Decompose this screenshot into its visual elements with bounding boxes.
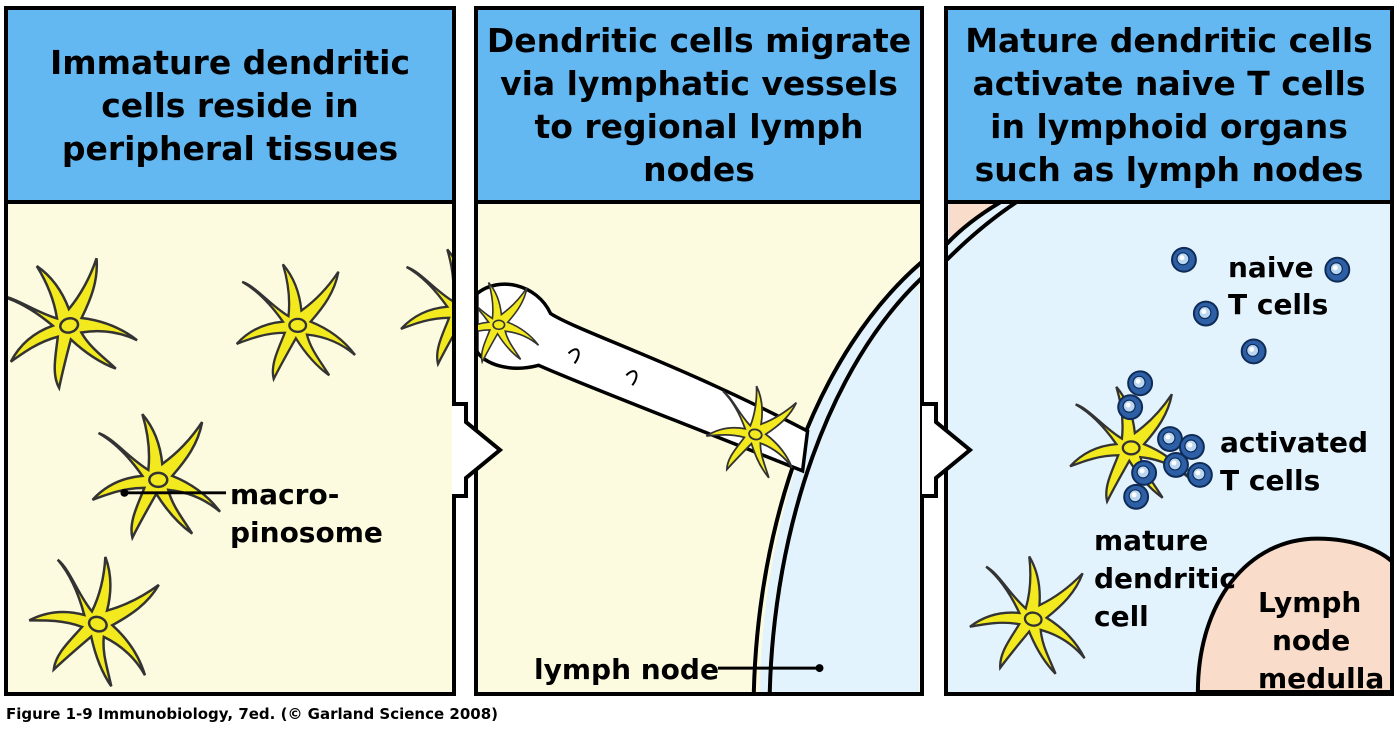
medulla-label-line3: medulla bbox=[1258, 662, 1385, 695]
macropinosome-label-line2: pinosome bbox=[230, 516, 383, 549]
step-arrow-1 bbox=[452, 402, 504, 498]
peripheral-tissue-area: macro- pinosome bbox=[8, 204, 452, 692]
activated-t-cell bbox=[1127, 370, 1154, 397]
panel-title: Mature dendritic cells activate naive T … bbox=[965, 21, 1373, 189]
immature-dendritic-cell bbox=[8, 244, 146, 400]
tissue-illustration bbox=[8, 244, 452, 692]
panel-header: Dendritic cells migrate via lymphatic ve… bbox=[478, 10, 920, 204]
vessel-valve bbox=[625, 370, 638, 386]
migrating-dendritic-cell bbox=[399, 248, 452, 366]
figure-caption: Figure 1-9 Immunobiology, 7ed. (© Garlan… bbox=[6, 705, 498, 723]
panel-lymphoid-organ: Mature dendritic cells activate naive T … bbox=[944, 6, 1394, 696]
naive-t-cell bbox=[1170, 246, 1197, 273]
vessel-valve bbox=[567, 348, 580, 364]
panel-header: Immature dendritic cells reside in perip… bbox=[8, 10, 452, 204]
activation-illustration bbox=[948, 204, 1390, 692]
medulla-label-line1: Lymph bbox=[1258, 586, 1362, 619]
activated-t-cell bbox=[1186, 461, 1213, 488]
lymphatic-vessel bbox=[478, 282, 810, 474]
lymph-node-region bbox=[759, 263, 920, 692]
lymph-node-inner-boundary bbox=[948, 204, 1018, 262]
right-arrow-icon bbox=[452, 402, 504, 498]
activated-t-cells-label-line2: T cells bbox=[1220, 464, 1321, 497]
naive-t-cell bbox=[1192, 300, 1219, 327]
activated-t-cell bbox=[1157, 426, 1183, 452]
naive-t-cell bbox=[1240, 338, 1267, 365]
mature-dendritic-cell-label-line3: cell bbox=[1094, 600, 1149, 633]
immature-dendritic-cell bbox=[91, 412, 222, 539]
migration-illustration bbox=[478, 260, 920, 692]
step-arrow-2 bbox=[922, 402, 974, 498]
medulla-label-line2: node bbox=[1272, 624, 1351, 657]
panel-title: Dendritic cells migrate via lymphatic ve… bbox=[486, 21, 912, 189]
activated-t-cell bbox=[1131, 459, 1158, 486]
panel-header: Mature dendritic cells activate naive T … bbox=[948, 10, 1390, 204]
activated-t-cell bbox=[1163, 451, 1189, 478]
lymph-node-outer-boundary bbox=[948, 204, 1002, 246]
tissue-corner bbox=[948, 204, 999, 242]
lymph-node-interior: naive T cells activated T cells mature d… bbox=[948, 204, 1390, 692]
mature-dendritic-cell bbox=[962, 547, 1102, 684]
activated-t-cell bbox=[1117, 394, 1144, 421]
panel-title: Immature dendritic cells reside in perip… bbox=[49, 42, 411, 168]
mature-dendritic-cell-label-line1: mature bbox=[1094, 524, 1209, 557]
lymph-node-dot bbox=[815, 664, 824, 673]
immature-dendritic-cell bbox=[235, 263, 357, 381]
naive-t-cell bbox=[1324, 256, 1351, 283]
right-arrow-icon bbox=[922, 402, 974, 498]
macropinosome-label-line1: macro- bbox=[230, 478, 340, 511]
lymph-node-inner-boundary bbox=[767, 276, 920, 692]
naive-t-cells-label-line1: naive bbox=[1228, 251, 1314, 284]
immature-dendritic-cell bbox=[15, 538, 180, 692]
naive-t-cells-label-line2: T cells bbox=[1228, 288, 1329, 321]
panel-lymphatic-migration: Dendritic cells migrate via lymphatic ve… bbox=[474, 6, 924, 696]
migration-area: lymph node bbox=[478, 204, 920, 692]
panel-peripheral-tissue: Immature dendritic cells reside in perip… bbox=[4, 6, 456, 696]
mature-dendritic-cell-label-line2: dendritic bbox=[1094, 562, 1236, 595]
lymph-node-medulla bbox=[1195, 536, 1390, 692]
activated-t-cell bbox=[1123, 483, 1150, 510]
macropinosome-dot bbox=[120, 488, 129, 497]
lymph-node-label: lymph node bbox=[534, 653, 719, 686]
activated-t-cells-label-line1: activated bbox=[1220, 426, 1369, 459]
